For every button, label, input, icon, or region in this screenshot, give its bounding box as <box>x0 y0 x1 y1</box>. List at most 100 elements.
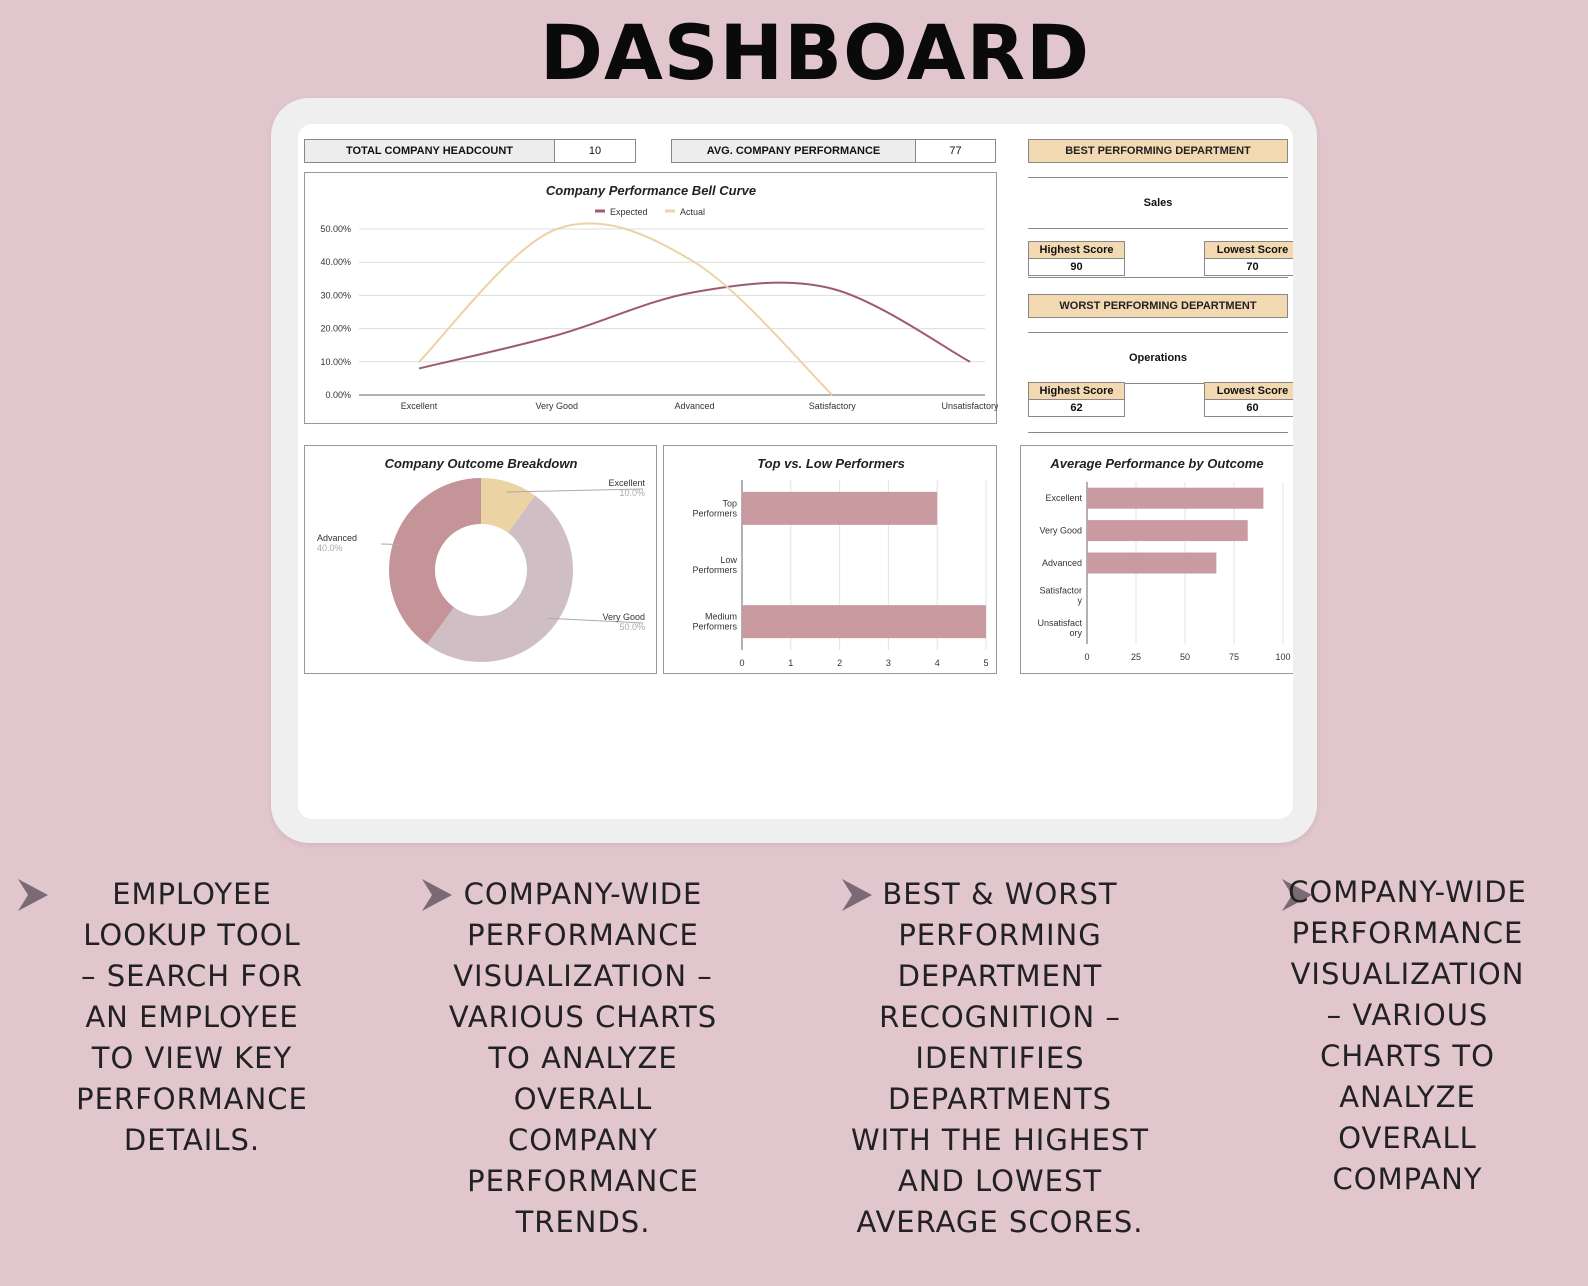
bar-category-label: Very Good <box>1039 526 1082 536</box>
bar-category-label: ory <box>1069 628 1082 638</box>
bar-xtick-label: 0 <box>739 658 744 668</box>
feature-3-text: BEST & WORST PERFORMING DEPARTMENT RECOG… <box>850 877 1150 1239</box>
bell-ytick-label: 30.00% <box>320 290 351 300</box>
bar-xtick-label: 75 <box>1229 652 1239 662</box>
headcount-value: 10 <box>555 140 635 162</box>
donut-leader-line <box>380 543 404 546</box>
bar-category-label: Performers <box>692 508 737 518</box>
worst-dept-name: Operations <box>1028 332 1288 384</box>
bar-xtick-label: 1 <box>788 658 793 668</box>
bar-xtick-label: 4 <box>935 658 940 668</box>
worst-department-card: WORST PERFORMING DEPARTMENT Operations H… <box>1028 294 1293 434</box>
bell-ytick-label: 50.00% <box>320 224 351 234</box>
bell-xtick-label: Unsatisfactory <box>941 401 998 411</box>
bar-xtick-label: 5 <box>983 658 988 668</box>
feature-1-text: EMPLOYEE LOOKUP TOOL – SEARCH FOR AN EMP… <box>76 877 308 1157</box>
legend-label-actual: Actual <box>680 207 705 217</box>
bar-xtick-label: 0 <box>1084 652 1089 662</box>
bar-category-label: Performers <box>692 622 737 632</box>
donut-leader-line <box>547 617 644 624</box>
legend-label-expected: Expected <box>610 207 648 217</box>
bar-category-label: y <box>1078 595 1083 605</box>
worst-highest-score: Highest Score 62 <box>1028 382 1125 417</box>
best-dept-name: Sales <box>1028 177 1288 229</box>
bar-category-label: Low <box>720 555 737 565</box>
bell-ytick-label: 20.00% <box>320 324 351 334</box>
best-department-card: BEST PERFORMING DEPARTMENT Sales Highest… <box>1028 139 1293 279</box>
avg-performance-bar-chart: Average Performance by Outcome 0 25 50 75 100… <box>1037 456 1290 662</box>
best-highest-score: Highest Score 90 <box>1028 241 1125 276</box>
tablet-screen: TOTAL COMPANY HEADCOUNT 10 AVG. COMPANY … <box>298 124 1293 819</box>
donut-slice-very-good <box>426 495 573 662</box>
donut-value-label: 50.0% <box>619 622 645 632</box>
top-low-panel: Top vs. Low Performers 0 1 2 3 4 5 Top Performer… <box>663 445 997 674</box>
performance-kpi: AVG. COMPANY PERFORMANCE 77 <box>671 139 996 163</box>
bar-very-good <box>1087 520 1248 542</box>
bell-ytick-label: 40.00% <box>320 257 351 267</box>
worst-highest-label: Highest Score <box>1029 383 1124 400</box>
best-dept-title: BEST PERFORMING DEPARTMENT <box>1028 139 1288 163</box>
headcount-kpi: TOTAL COMPANY HEADCOUNT 10 <box>304 139 636 163</box>
worst-dept-title: WORST PERFORMING DEPARTMENT <box>1028 294 1288 318</box>
bar-top-performers <box>742 491 938 525</box>
worst-lowest-score: Lowest Score 60 <box>1204 382 1293 417</box>
bar-medium-performers <box>742 605 986 639</box>
worst-lowest-value: 60 <box>1205 400 1293 416</box>
bar-chart-title: Top vs. Low Performers <box>757 456 905 471</box>
outcome-breakdown-panel: Company Outcome Breakdown Excellent 10.0% V… <box>304 445 657 674</box>
bar-category-label: Satisfactor <box>1039 585 1082 595</box>
bar-xtick-label: 100 <box>1275 652 1290 662</box>
bell-curve-title: Company Performance Bell Curve <box>546 183 756 198</box>
bar-category-label: Excellent <box>1045 493 1082 503</box>
donut-label: Advanced <box>317 533 357 543</box>
bar-excellent <box>1087 487 1264 509</box>
best-lowest-score: Lowest Score 70 <box>1204 241 1293 276</box>
bell-ytick-label: 0.00% <box>325 390 351 400</box>
donut-title: Company Outcome Breakdown <box>385 456 578 471</box>
feature-3-arrow-icon <box>842 879 872 911</box>
best-dept-divider <box>1028 277 1288 278</box>
feature-2-text: COMPANY-WIDE PERFORMANCE VISUALIZATION –… <box>448 877 718 1239</box>
donut-leader-line <box>506 488 644 493</box>
bell-xtick-label: Excellent <box>401 401 438 411</box>
bar-xtick-label: 2 <box>837 658 842 668</box>
bar-category-label: Performers <box>692 565 737 575</box>
page-title: DASHBOARD <box>539 8 1091 97</box>
bar-category-label: Unsatisfact <box>1037 618 1082 628</box>
bell-curve-chart: Company Performance Bell Curve Expected Ac… <box>320 183 999 411</box>
bar-xtick-label: 25 <box>1131 652 1141 662</box>
performance-value: 77 <box>916 140 995 162</box>
donut-label: Very Good <box>602 612 645 622</box>
best-lowest-label: Lowest Score <box>1205 242 1293 259</box>
bar-advanced <box>1087 552 1217 574</box>
bar-category-label: Advanced <box>1042 558 1082 568</box>
feature-2-arrow-icon <box>422 879 452 911</box>
worst-highest-value: 62 <box>1029 400 1124 416</box>
best-lowest-value: 70 <box>1205 259 1293 275</box>
feature-4-arrow-icon <box>1282 879 1312 911</box>
best-highest-label: Highest Score <box>1029 242 1124 259</box>
donut-label: Excellent <box>608 478 645 488</box>
bell-xtick-label: Very Good <box>535 401 578 411</box>
series-line-expected <box>418 281 971 370</box>
bell-xtick-label: Satisfactory <box>809 401 857 411</box>
worst-lowest-label: Lowest Score <box>1205 383 1293 400</box>
best-highest-value: 90 <box>1029 259 1124 275</box>
feature-4-text: COMPANY-WIDE PERFORMANCE VISUALIZATION –… <box>1288 875 1527 1196</box>
worst-dept-divider <box>1028 432 1288 433</box>
bar-xtick-label: 3 <box>886 658 891 668</box>
bell-ytick-label: 10.00% <box>320 357 351 367</box>
bell-xtick-label: Advanced <box>674 401 714 411</box>
performance-label: AVG. COMPANY PERFORMANCE <box>672 140 916 162</box>
bar-chart-title: Average Performance by Outcome <box>1049 456 1263 471</box>
headcount-label: TOTAL COMPANY HEADCOUNT <box>305 140 555 162</box>
donut-value-label: 40.0% <box>317 543 343 553</box>
avg-performance-panel: Average Performance by Outcome 0 25 50 75 100… <box>1020 445 1293 674</box>
bar-category-label: Medium <box>705 612 737 622</box>
bar-category-label: Top <box>722 498 737 508</box>
bell-curve-panel: Company Performance Bell Curve Expected Ac… <box>304 172 999 424</box>
series-line-actual <box>418 222 833 396</box>
bar-xtick-label: 50 <box>1180 652 1190 662</box>
